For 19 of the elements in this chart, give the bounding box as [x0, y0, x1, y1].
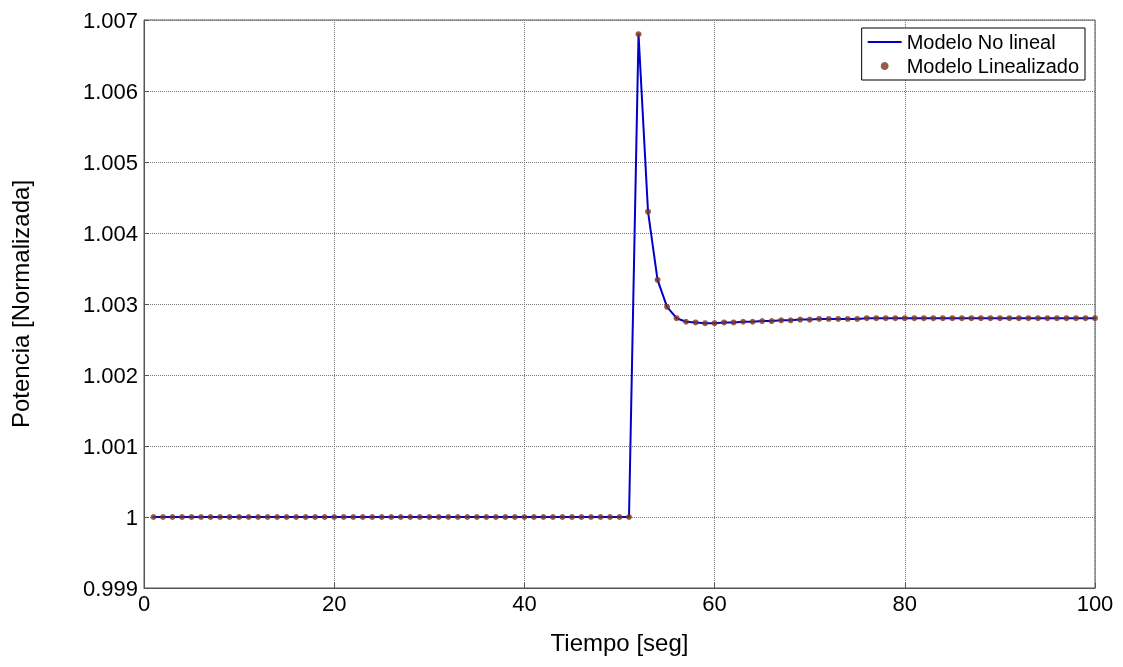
y-tick-label: 1.001 — [82, 433, 138, 459]
x-tick-label: 80 — [892, 590, 918, 616]
y-tick-label: 1.005 — [82, 149, 138, 175]
x-tick-label: 100 — [1076, 590, 1114, 616]
y-axis-title: Potencia [Normalizada] — [6, 179, 34, 429]
legend-label: Modelo No lineal — [906, 31, 1056, 53]
x-tick-label: 20 — [321, 590, 347, 616]
legend-label: Modelo Linealizado — [906, 55, 1079, 77]
y-tick-label: 1 — [125, 504, 138, 530]
y-tick-label: 0.999 — [82, 575, 138, 601]
y-tick-label: 1.006 — [82, 78, 138, 104]
x-tick-label: 40 — [512, 590, 537, 616]
y-tick-label: 1.003 — [82, 291, 138, 317]
x-tick-label: 60 — [702, 590, 727, 616]
y-tick-label: 1.002 — [82, 362, 138, 388]
y-tick-label: 1.004 — [82, 220, 138, 246]
x-axis-title: Tiempo [seg] — [550, 628, 689, 656]
y-tick-label: 1.007 — [82, 7, 138, 33]
x-tick-label: 0 — [137, 590, 151, 616]
